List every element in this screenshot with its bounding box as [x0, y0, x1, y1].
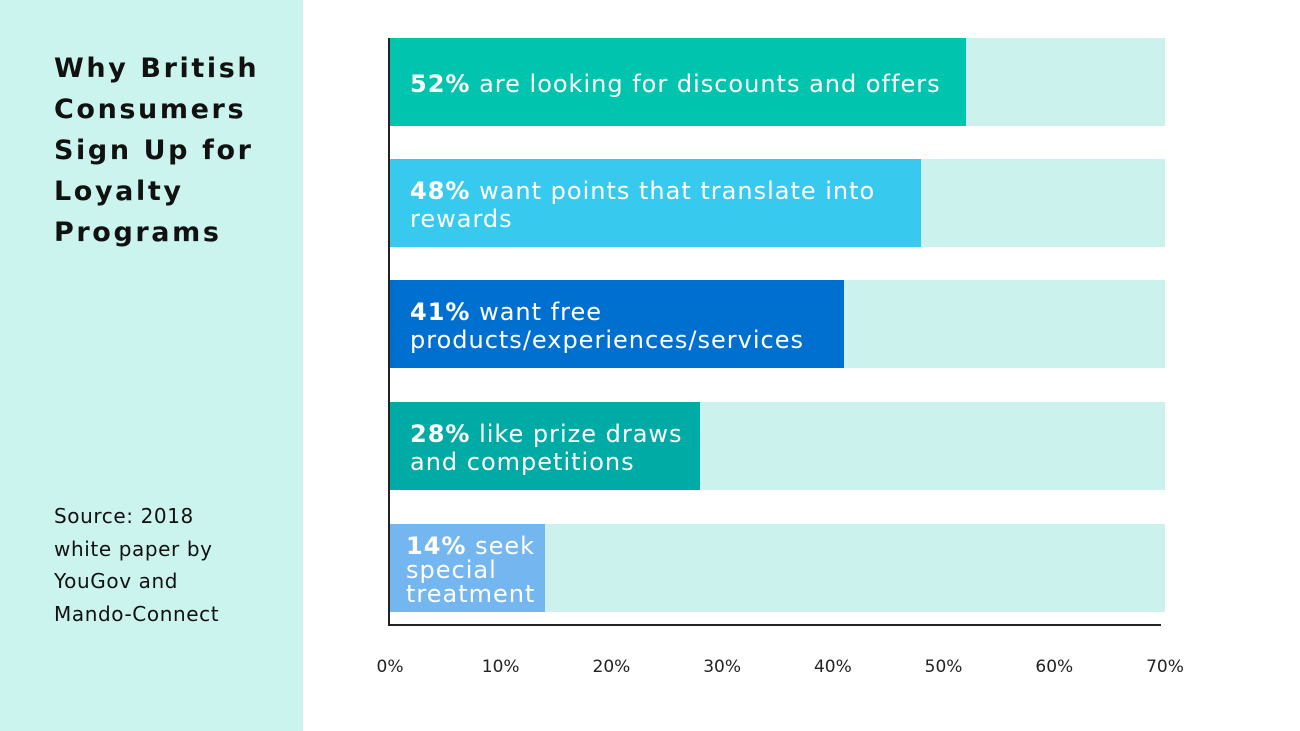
x-tick-label: 10% [481, 657, 520, 677]
bar [390, 402, 700, 490]
x-tick-label: 20% [592, 657, 631, 677]
bar-value: 52% [410, 70, 471, 98]
bar [390, 38, 966, 126]
bar-label: 41% want free products/experiences/servi… [410, 298, 834, 354]
x-axis-line [388, 624, 1161, 626]
bar-text: want free products/experiences/services [410, 298, 804, 354]
bar-label: 28% like prize draws and competitions [410, 420, 690, 476]
bar-value: 28% [410, 420, 471, 448]
bar-text: are looking for discounts and offers [470, 70, 941, 98]
chart-title: Why British Consumers Sign Up for Loyalt… [54, 53, 260, 248]
bar-value: 41% [410, 298, 471, 326]
x-tick-label: 50% [924, 657, 963, 677]
x-tick-label: 60% [1035, 657, 1074, 677]
x-tick-label: 30% [703, 657, 742, 677]
bar-text: seek special treatment [406, 532, 536, 608]
bar-value: 48% [410, 177, 471, 205]
bar-value: 14% [406, 532, 467, 560]
bar [390, 280, 844, 368]
bar-label: 14% seek special treatment [406, 534, 556, 606]
x-tick-label: 70% [1146, 657, 1184, 677]
bar-label: 52% are looking for discounts and offers [410, 70, 956, 98]
bar-text: like prize draws and competitions [410, 420, 683, 476]
bar-label: 48% want points that translate into rewa… [410, 177, 911, 233]
x-tick-label: 0% [376, 657, 404, 677]
sidebar: Why British Consumers Sign Up for Loyalt… [0, 0, 303, 731]
source-note: Source: 2018 white paper by YouGov and M… [54, 504, 220, 626]
x-tick-label: 40% [813, 657, 852, 677]
y-axis-line [388, 38, 390, 626]
bar [390, 524, 545, 612]
bar [390, 159, 922, 247]
bar-text: want points that translate into rewards [410, 177, 876, 233]
